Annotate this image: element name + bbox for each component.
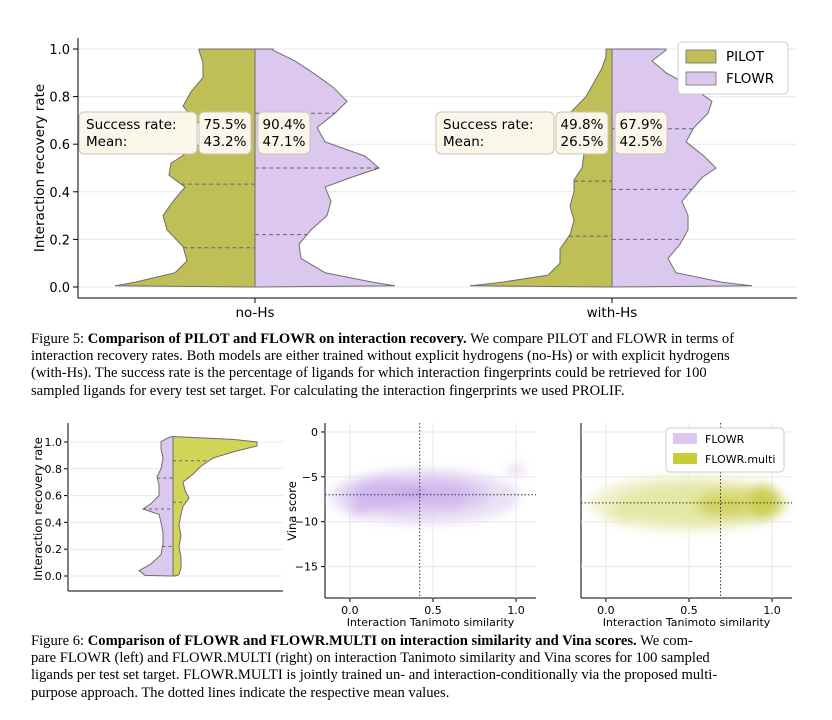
- figure5-caption-label: Figure 5:: [31, 331, 85, 347]
- legend-swatch-flowr-multi: [673, 453, 697, 464]
- flowr-success-rate: 67.9%: [620, 117, 663, 133]
- legend-swatch-pilot: [685, 49, 717, 64]
- figure5-caption: Figure 5: Comparison of PILOT and FLOWR …: [31, 331, 801, 400]
- panelA-y-tick-label: 0.8: [45, 463, 63, 476]
- panelB-x-axis-label: Interaction Tanimoto similarity: [347, 616, 515, 629]
- panelC-x-tick-label: 0.0: [597, 604, 615, 617]
- x-tick-label-with-Hs: with-Hs: [587, 305, 638, 321]
- pilot-success-rate: 75.5%: [204, 117, 247, 133]
- pilot-value-box: 75.5%43.2%: [198, 111, 252, 155]
- panelA-y-tick-label: 0.2: [45, 543, 63, 556]
- violin-group-no-Hs: [114, 48, 396, 288]
- pilot-mean: 43.2%: [204, 134, 247, 150]
- panelA-y-tick-label: 1.0: [45, 436, 63, 449]
- panelC-density-level: [608, 505, 637, 520]
- flowr-mean: 42.5%: [620, 134, 663, 150]
- mean-label: Mean:: [443, 134, 484, 150]
- figure5-violin-chart: 0.0 0.2 0.4 0.6 0.8 1.0 Interaction recovery r…: [32, 38, 797, 321]
- figure6-caption-line-3: ligands per test set target. FLOWR.MULTI…: [31, 667, 718, 684]
- figure6-caption-line-1: We com-: [640, 633, 693, 649]
- figure5-caption-line-4: sampled ligands for every test set targe…: [31, 382, 625, 399]
- violin-group-with-Hs: [469, 48, 753, 288]
- panelA-flowr-multi-half-violin: [172, 436, 258, 577]
- success-rate-label: Success rate:: [443, 117, 534, 133]
- figure5-legend: PILOT FLOWR: [677, 41, 789, 95]
- y-tick-label: 0.2: [49, 233, 70, 248]
- panelA-flowr-half-violin: [138, 436, 174, 577]
- y-axis-label: Interaction recovery rate: [32, 84, 48, 252]
- legend-label-pilot: PILOT: [726, 49, 765, 65]
- y-tick-label: 1.0: [49, 43, 70, 58]
- figure6-caption-line-2: pare FLOWR (left) and FLOWR.MULTI (right…: [31, 650, 710, 667]
- figure5-caption-line-1: We compare PILOT and FLOWR in terms of: [470, 331, 735, 347]
- x-tick-label-no-Hs: no-Hs: [235, 305, 274, 321]
- panelB-x-tick-label: 1.0: [507, 604, 525, 617]
- panelB-x-tick-label: 0.0: [341, 604, 359, 617]
- annotation-label-rect: [435, 111, 555, 155]
- figure6-caption-title: Comparison of FLOWR and FLOWR.MULTI on i…: [87, 633, 637, 649]
- figure5-caption-title: Comparison of PILOT and FLOWR on interac…: [87, 331, 467, 347]
- panelC-density: [588, 475, 789, 532]
- figure6-caption-label: Figure 6:: [31, 633, 85, 649]
- annotation-label-box: Success rate:Mean:: [78, 111, 198, 155]
- y-tick-label: 0.6: [49, 138, 70, 153]
- figure6-legend: FLOWR FLOWR.multi: [665, 427, 785, 473]
- panelA-y-axis-label: Interaction recovery rate: [31, 437, 45, 580]
- panelB-y-tick-label: 0: [311, 426, 318, 439]
- panelB-y-tick-label: −10: [295, 516, 318, 529]
- legend-label-flowr-multi: FLOWR.multi: [705, 453, 775, 466]
- figure5-caption-line-2: interaction recovery rates. Both models …: [31, 348, 730, 365]
- flowr-mean: 47.1%: [263, 134, 306, 150]
- panelC-x-tick-label: 1.0: [763, 604, 781, 617]
- y-tick-label: 0.8: [49, 91, 70, 106]
- flowr-success-rate: 90.4%: [263, 117, 306, 133]
- pilot-value-rect: [198, 111, 252, 155]
- figure6-caption: Figure 6: Comparison of FLOWR and FLOWR.…: [31, 633, 801, 702]
- success-rate-label: Success rate:: [86, 117, 177, 133]
- flowr-value-box: 90.4%47.1%: [257, 111, 311, 155]
- panelA-y-tick-label: 0.0: [45, 570, 63, 583]
- flowr-value-rect: [257, 111, 311, 155]
- legend-label-flowr: FLOWR: [726, 71, 774, 87]
- flowr-value-box: 67.9%42.5%: [614, 111, 668, 155]
- pilot-half-violin: [114, 48, 256, 288]
- panelC-x-tick-label: 0.5: [680, 604, 698, 617]
- pilot-value-box: 49.8%26.5%: [555, 111, 609, 155]
- annotation-label-box: Success rate:Mean:: [435, 111, 555, 155]
- panelA-y-tick-label: 0.4: [45, 516, 63, 529]
- flowr-half-violin: [611, 48, 753, 288]
- legend-swatch-flowr: [685, 71, 717, 86]
- figure5-caption-line-3: (with-Hs). The success rate is the perce…: [31, 365, 707, 382]
- panelC-density-level: [700, 497, 745, 514]
- pilot-value-rect: [555, 111, 609, 155]
- panelB-density-level: [506, 464, 527, 475]
- mean-label: Mean:: [86, 134, 127, 150]
- annotation-label-rect: [78, 111, 198, 155]
- figure6-caption-line-4: purpose approach. The dotted lines indic…: [31, 684, 450, 701]
- y-tick-label: 0.4: [49, 186, 70, 201]
- panelA-y-tick-label: 0.6: [45, 490, 63, 503]
- pilot-mean: 26.5%: [561, 134, 604, 150]
- panelB-y-axis-label: Vina score: [285, 481, 299, 541]
- flowr-value-rect: [614, 111, 668, 155]
- y-tick-label: 0.0: [49, 281, 70, 296]
- pilot-success-rate: 49.8%: [561, 117, 604, 133]
- panelB-density-level: [353, 480, 414, 509]
- panelC-density-level: [747, 483, 780, 520]
- panelB-x-tick-label: 0.5: [424, 604, 442, 617]
- panelC-x-axis-label: Interaction Tanimoto similarity: [603, 616, 771, 629]
- pilot-half-violin: [469, 48, 613, 288]
- panelB-density-level: [399, 486, 428, 500]
- legend-label-flowr: FLOWR: [705, 433, 745, 446]
- legend-swatch-flowr: [673, 433, 697, 444]
- panelB-y-tick-label: −15: [295, 561, 318, 574]
- panelB-density-level: [348, 504, 369, 517]
- panelB-y-tick-label: −5: [302, 471, 318, 484]
